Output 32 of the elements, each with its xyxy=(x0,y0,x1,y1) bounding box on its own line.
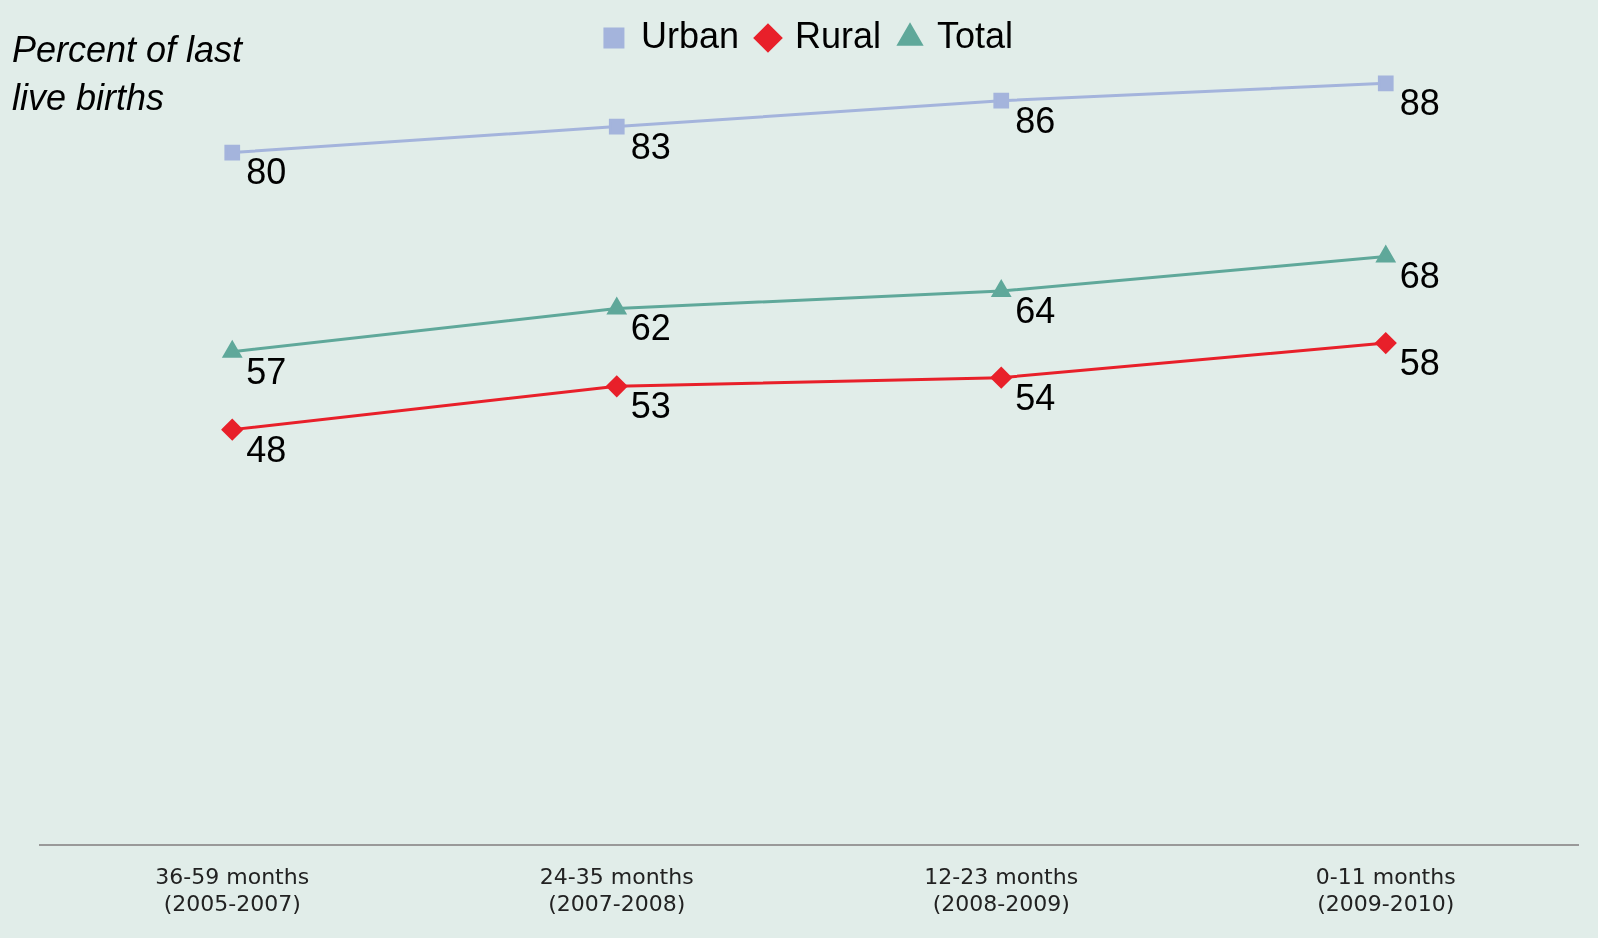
data-label: 53 xyxy=(630,385,671,427)
x-tick-label: 36-59 months (2005-2007) xyxy=(155,864,310,916)
y-axis-title: Percent of last live births xyxy=(12,28,245,120)
x-tick-label: 12-23 months (2008-2009) xyxy=(924,864,1079,916)
point xyxy=(224,144,241,161)
data-label: 58 xyxy=(1399,341,1440,383)
legend-label: Total xyxy=(937,14,1014,56)
data-label: 86 xyxy=(1015,99,1056,141)
data-label: 83 xyxy=(630,125,671,167)
point xyxy=(221,419,243,441)
data-label: 88 xyxy=(1399,82,1440,124)
legend-label: Rural xyxy=(794,14,882,56)
x-tick-label: 0-11 months (2009-2010) xyxy=(1315,864,1456,916)
point xyxy=(608,118,625,135)
point xyxy=(222,341,242,358)
point xyxy=(991,280,1011,298)
data-label: 48 xyxy=(246,428,287,470)
point xyxy=(607,297,627,315)
point xyxy=(993,92,1010,109)
point xyxy=(606,375,628,397)
data-label: 54 xyxy=(1015,376,1056,418)
point xyxy=(1375,332,1397,354)
point xyxy=(1377,75,1394,92)
legend-label: Urban xyxy=(640,14,739,56)
data-label: 68 xyxy=(1399,255,1440,297)
point xyxy=(1376,245,1396,263)
data-label: 80 xyxy=(246,151,287,193)
point xyxy=(990,367,1012,389)
data-label: 57 xyxy=(246,350,287,392)
data-label: 64 xyxy=(1015,290,1056,332)
data-label: 62 xyxy=(630,307,671,349)
x-tick-label: 24-35 months (2007-2008) xyxy=(539,864,694,916)
